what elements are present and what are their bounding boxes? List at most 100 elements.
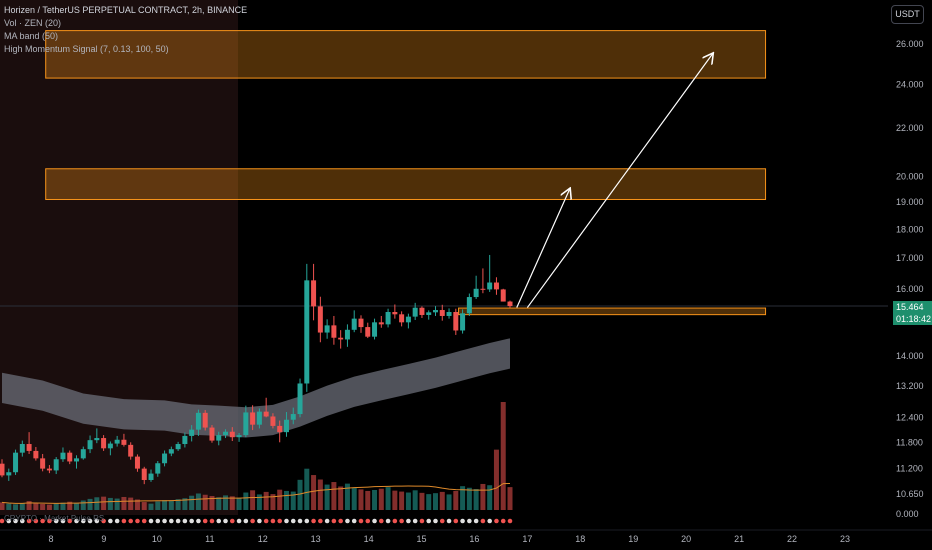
pulse-dot (169, 518, 174, 524)
candle-body[interactable] (297, 383, 303, 415)
candle-body[interactable] (26, 444, 32, 451)
candle-body[interactable] (74, 458, 80, 462)
candle-body[interactable] (94, 438, 100, 441)
candle-body[interactable] (283, 419, 289, 433)
candle-body[interactable] (317, 306, 323, 333)
candle-body[interactable] (372, 322, 378, 337)
indicator-ma-band[interactable]: MA band (50) (4, 31, 59, 41)
candle-body[interactable] (365, 327, 371, 337)
candle-body[interactable] (270, 416, 276, 426)
candle-body[interactable] (426, 312, 432, 315)
candle-body[interactable] (53, 459, 59, 471)
resistance-zone-2[interactable] (45, 168, 767, 200)
pulse-dot (53, 518, 59, 524)
candle-body[interactable] (256, 411, 262, 425)
candle-body[interactable] (33, 450, 39, 459)
pulse-dot (26, 518, 32, 524)
candle-body[interactable] (13, 452, 19, 473)
candle-body[interactable] (250, 412, 256, 425)
candle-body[interactable] (46, 468, 52, 471)
candle-body[interactable] (331, 325, 337, 338)
candle-body[interactable] (175, 444, 181, 450)
candle-body[interactable] (392, 311, 398, 315)
candle-body[interactable] (466, 297, 472, 314)
resistance-zone-1[interactable] (45, 30, 767, 79)
candle-body[interactable] (87, 440, 93, 450)
candle-body[interactable] (432, 310, 438, 313)
candle-body[interactable] (277, 425, 283, 433)
candle-body[interactable] (493, 282, 499, 290)
candle-body[interactable] (216, 435, 222, 441)
candle-body[interactable] (229, 431, 235, 438)
candle-body[interactable] (405, 316, 411, 323)
pulse-dot (13, 518, 18, 524)
volume-bar (317, 479, 323, 510)
candle-body[interactable] (195, 412, 201, 430)
volume-bar (74, 503, 80, 510)
candle-body[interactable] (19, 444, 25, 453)
candle-body[interactable] (263, 411, 269, 417)
candle-body[interactable] (507, 301, 513, 307)
candle-body[interactable] (311, 280, 317, 307)
candle-body[interactable] (182, 435, 188, 445)
chart-title[interactable]: Horizen / TetherUS PERPETUAL CONTRACT, 2… (4, 5, 248, 15)
candle-body[interactable] (101, 438, 107, 449)
volume-bar (19, 503, 25, 510)
candle-body[interactable] (121, 439, 127, 445)
volume-ma-line (1, 482, 511, 504)
candle-body[interactable] (141, 468, 147, 480)
candle-body[interactable] (80, 449, 86, 459)
candle-body[interactable] (385, 311, 391, 325)
candle-body[interactable] (168, 449, 174, 454)
candle-body[interactable] (439, 310, 445, 316)
candle-body[interactable] (107, 443, 113, 449)
candle-body[interactable] (358, 318, 364, 328)
candle-body[interactable] (412, 307, 418, 317)
candle-body[interactable] (189, 429, 195, 436)
candle-body[interactable] (162, 453, 168, 464)
volume-bar (331, 482, 337, 510)
candle-body[interactable] (148, 473, 154, 480)
candle-body[interactable] (134, 456, 140, 469)
candle-body[interactable] (114, 439, 120, 444)
projection-arrow-1[interactable] (516, 189, 570, 308)
candle-body[interactable] (453, 311, 459, 331)
candle-body[interactable] (500, 289, 506, 302)
candle-body[interactable] (0, 463, 5, 476)
projection-arrow-2[interactable] (526, 54, 712, 308)
candle-body[interactable] (304, 280, 310, 384)
candle-body[interactable] (6, 472, 12, 476)
candle-body[interactable] (236, 435, 242, 438)
candle-body[interactable] (243, 412, 249, 436)
candle-body[interactable] (60, 452, 66, 460)
volume-bar (324, 484, 330, 510)
candle-body[interactable] (460, 313, 466, 331)
candle-body[interactable] (446, 311, 452, 316)
candle-body[interactable] (290, 414, 296, 420)
volume-bar (250, 490, 256, 510)
candle-body[interactable] (338, 337, 344, 340)
candle-body[interactable] (40, 458, 46, 469)
candle-body[interactable] (202, 412, 208, 428)
candle-body[interactable] (223, 431, 229, 436)
indicator-volume[interactable]: Vol · ZEN (20) (4, 18, 62, 28)
candle-body[interactable] (480, 288, 486, 290)
candle-body[interactable] (399, 314, 405, 323)
x-tick-label: 12 (258, 534, 268, 544)
candle-body[interactable] (419, 307, 425, 315)
candle-body[interactable] (344, 329, 350, 340)
candle-body[interactable] (351, 318, 357, 330)
candle-body[interactable] (487, 282, 493, 290)
candle-body[interactable] (128, 444, 134, 457)
candle-body[interactable] (155, 463, 161, 474)
currency-button[interactable]: USDT (891, 5, 924, 24)
indicator-momentum[interactable]: High Momentum Signal (7, 0.13, 100, 50) (4, 44, 169, 54)
candle-body[interactable] (67, 452, 73, 462)
candle-body[interactable] (209, 427, 215, 441)
candle-body[interactable] (473, 288, 479, 298)
candle-body[interactable] (378, 322, 384, 325)
resistance-zone-3[interactable] (458, 307, 767, 316)
pulse-dot (101, 518, 106, 524)
candle-body[interactable] (324, 325, 330, 333)
